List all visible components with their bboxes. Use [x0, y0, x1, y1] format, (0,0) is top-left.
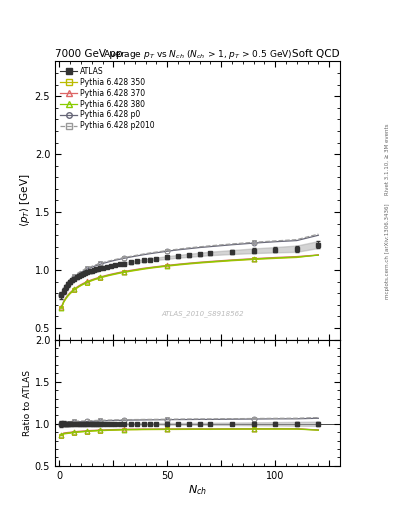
- Legend: ATLAS, Pythia 6.428 350, Pythia 6.428 370, Pythia 6.428 380, Pythia 6.428 p0, Py: ATLAS, Pythia 6.428 350, Pythia 6.428 37…: [59, 65, 156, 132]
- X-axis label: $N_{ch}$: $N_{ch}$: [188, 483, 207, 497]
- Text: mcplots.cern.ch [arXiv:1306.3436]: mcplots.cern.ch [arXiv:1306.3436]: [385, 204, 389, 300]
- Text: Rivet 3.1.10, ≥ 3M events: Rivet 3.1.10, ≥ 3M events: [385, 124, 389, 195]
- Text: Soft QCD: Soft QCD: [292, 49, 340, 59]
- Y-axis label: Ratio to ATLAS: Ratio to ATLAS: [23, 370, 32, 436]
- Y-axis label: $\langle p_T \rangle$ [GeV]: $\langle p_T \rangle$ [GeV]: [18, 174, 32, 227]
- Text: ATLAS_2010_S8918562: ATLAS_2010_S8918562: [162, 310, 244, 317]
- Title: Average $p_T$ vs $N_{ch}$ ($N_{ch}$ > 1, $p_T$ > 0.5 GeV): Average $p_T$ vs $N_{ch}$ ($N_{ch}$ > 1,…: [103, 48, 292, 61]
- Text: 7000 GeV pp: 7000 GeV pp: [55, 49, 123, 59]
